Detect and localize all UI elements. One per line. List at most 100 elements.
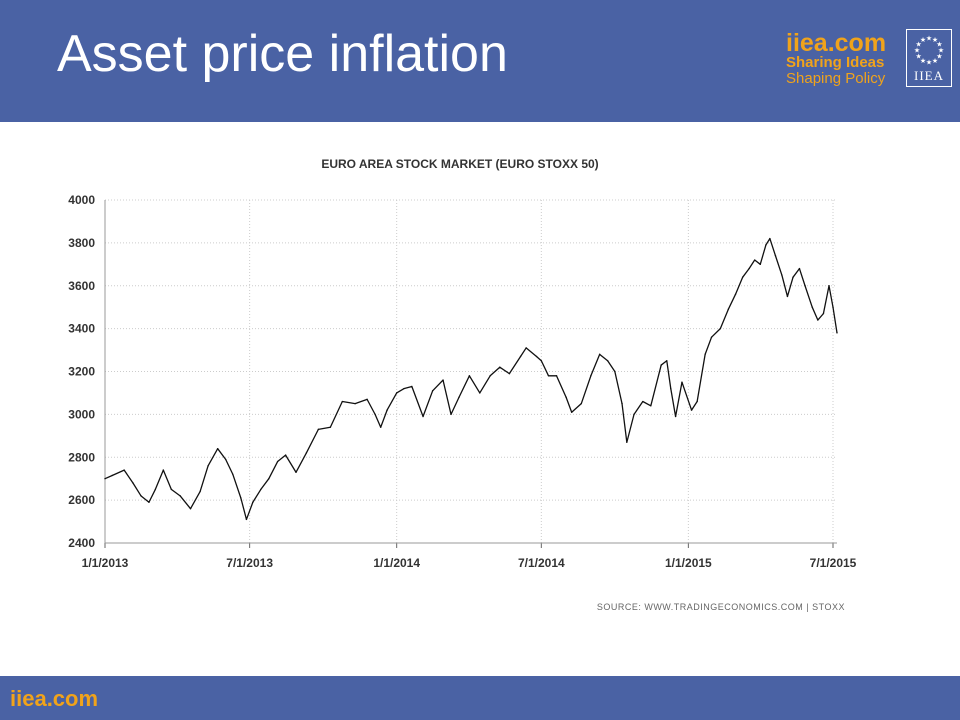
emblem-star: ★ — [936, 41, 942, 49]
chart-title: EURO AREA STOCK MARKET (EURO STOXX 50) — [321, 157, 598, 171]
eu-stars-icon: ★ ★ ★ ★ ★ ★ ★ ★ ★ ★ ★ ★ IIEA — [906, 29, 952, 87]
data-point — [411, 385, 413, 388]
data-point — [395, 392, 398, 394]
x-tick-label: 7/1/2014 — [518, 556, 565, 570]
data-point — [769, 237, 771, 240]
emblem-star: ★ — [932, 57, 938, 65]
data-point — [317, 428, 320, 431]
data-point — [555, 375, 558, 377]
series-layer — [104, 237, 838, 521]
emblem-star: ★ — [915, 41, 921, 49]
chart-source: SOURCE: WWW.TRADINGECONOMICS.COM | STOXX — [597, 602, 845, 612]
data-point — [232, 473, 234, 476]
data-point — [162, 469, 165, 471]
data-point — [305, 452, 308, 454]
data-point — [742, 276, 744, 278]
data-point — [252, 501, 254, 503]
data-point — [216, 447, 219, 450]
data-point — [276, 460, 279, 463]
data-point — [759, 263, 761, 266]
y-tick-label: 3000 — [68, 407, 95, 421]
data-point — [354, 402, 356, 405]
data-point — [570, 411, 573, 413]
data-point — [189, 508, 192, 510]
data-point — [786, 295, 789, 298]
data-point — [295, 471, 297, 473]
data-point — [366, 398, 368, 401]
data-point — [666, 360, 668, 362]
data-point — [828, 285, 830, 287]
data-point — [822, 312, 825, 315]
logo-domain: iiea.com — [786, 29, 887, 57]
data-point — [774, 255, 777, 257]
data-point — [179, 495, 181, 497]
data-point — [590, 375, 592, 377]
data-point — [422, 415, 424, 418]
data-point — [140, 495, 142, 497]
data-point — [458, 396, 460, 398]
grid-lines — [104, 199, 837, 544]
data-point — [660, 364, 662, 366]
data-point — [403, 387, 405, 390]
data-point — [598, 353, 601, 356]
data-point — [817, 319, 819, 321]
data-point — [111, 474, 113, 477]
stock-market-chart: EURO AREA STOCK MARKET (EURO STOXX 50) 2… — [68, 157, 856, 612]
y-tick-label: 3400 — [68, 322, 95, 336]
logo-tagline-2: Shaping Policy — [786, 70, 886, 87]
data-point — [704, 353, 706, 356]
data-point — [753, 259, 756, 261]
data-point — [719, 327, 722, 330]
iiea-logo[interactable]: iiea.com Sharing Ideas Shaping Policy — [786, 31, 904, 87]
data-point — [633, 413, 635, 416]
data-point — [614, 370, 616, 373]
data-point — [535, 355, 538, 358]
footer-link[interactable]: iiea.com — [10, 686, 99, 711]
data-point — [468, 375, 471, 377]
emblem-star: ★ — [915, 53, 921, 61]
logo-tagline-1: Sharing Ideas — [786, 54, 885, 71]
emblem-star: ★ — [938, 47, 944, 55]
data-point — [260, 488, 262, 491]
data-point — [681, 381, 683, 383]
data-point — [804, 285, 806, 287]
data-point — [748, 267, 750, 270]
x-tick-label: 1/1/2015 — [665, 556, 712, 570]
data-point — [811, 306, 813, 308]
emblem-star: ★ — [920, 36, 926, 44]
y-tick-label: 2400 — [68, 536, 95, 550]
data-point — [132, 482, 134, 484]
data-point — [442, 379, 444, 381]
data-point — [224, 458, 227, 461]
data-point — [245, 518, 248, 521]
emblem-star: ★ — [920, 57, 926, 65]
data-point — [580, 402, 582, 405]
chart-axes — [104, 200, 837, 548]
data-point — [670, 387, 672, 390]
data-point — [798, 267, 801, 270]
slide-title: Asset price inflation — [57, 25, 508, 83]
data-point — [710, 336, 713, 338]
data-point — [499, 366, 501, 368]
data-point — [379, 426, 382, 428]
data-point — [431, 390, 434, 392]
emblem-star: ★ — [914, 47, 920, 55]
tick-labels: 2400 2600 2800 3000 3200 3400 3600 3800 4000 1/1/… — [68, 193, 856, 570]
x-tick-label: 1/1/2013 — [82, 556, 129, 570]
data-point — [792, 276, 794, 278]
data-point — [123, 469, 125, 471]
data-point — [765, 244, 767, 246]
data-point — [104, 477, 106, 480]
data-point — [207, 465, 209, 467]
emblem-star: ★ — [936, 53, 942, 61]
emblem-star: ★ — [932, 36, 938, 44]
footer-bar — [0, 676, 960, 720]
emblem-star: ★ — [926, 59, 932, 67]
data-point — [268, 477, 270, 480]
y-tick-label: 3800 — [68, 236, 95, 250]
data-point — [540, 360, 543, 362]
data-point — [836, 332, 838, 334]
x-tick-label: 1/1/2014 — [373, 556, 420, 570]
data-point — [386, 409, 388, 411]
data-point — [565, 396, 567, 398]
